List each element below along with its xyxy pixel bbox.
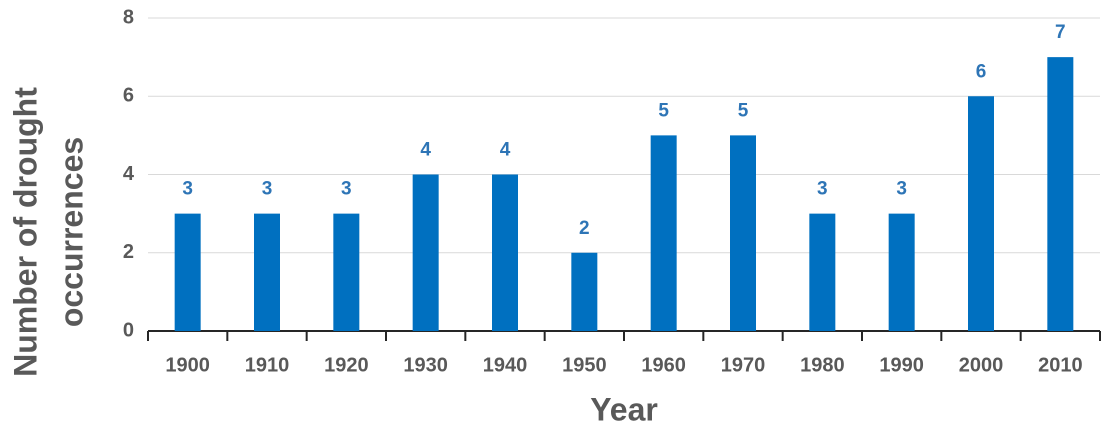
data-label: 3 xyxy=(817,179,828,200)
bar xyxy=(412,174,439,331)
y-axis-title: Number of drought xyxy=(7,87,43,377)
x-tick-label: 1940 xyxy=(483,354,528,376)
bar xyxy=(333,213,360,331)
bar xyxy=(1047,57,1074,331)
data-label: 5 xyxy=(738,100,749,121)
bar xyxy=(809,213,836,331)
x-tick-label: 1910 xyxy=(245,354,290,376)
data-label: 3 xyxy=(896,179,907,200)
bar xyxy=(571,252,598,331)
x-tick-label: 1980 xyxy=(800,354,845,376)
x-tick-label: 2000 xyxy=(959,354,1004,376)
y-tick-label: 6 xyxy=(123,85,134,107)
y-tick-label: 2 xyxy=(123,241,134,263)
y-tick-label: 8 xyxy=(123,6,134,28)
x-tick-label: 1950 xyxy=(562,354,607,376)
data-label: 3 xyxy=(262,179,273,200)
data-label: 3 xyxy=(341,179,352,200)
bar xyxy=(492,174,518,331)
x-tick-label: 1930 xyxy=(403,354,448,376)
bar xyxy=(968,96,994,331)
y-tick-label: 4 xyxy=(123,163,135,185)
bar xyxy=(888,213,915,331)
x-tick-label: 2010 xyxy=(1038,354,1083,376)
x-tick-label: 1900 xyxy=(165,354,210,376)
bar xyxy=(650,135,677,331)
data-label: 4 xyxy=(500,140,511,161)
data-label: 3 xyxy=(182,179,193,200)
x-axis-title: Year xyxy=(590,391,658,427)
x-tick-label: 1920 xyxy=(324,354,369,376)
bar xyxy=(254,213,280,331)
x-tick-label: 1970 xyxy=(721,354,766,376)
data-label: 7 xyxy=(1055,22,1066,43)
y-tick-label: 0 xyxy=(123,319,134,341)
x-tick-label: 1960 xyxy=(641,354,686,376)
bar xyxy=(174,213,201,331)
y-axis-title: occurrences xyxy=(53,137,89,327)
x-tick-label: 1990 xyxy=(879,354,924,376)
data-label: 2 xyxy=(579,218,590,239)
bar xyxy=(730,135,756,331)
data-label: 4 xyxy=(420,140,431,161)
data-label: 5 xyxy=(658,100,669,121)
data-label: 6 xyxy=(976,61,987,82)
